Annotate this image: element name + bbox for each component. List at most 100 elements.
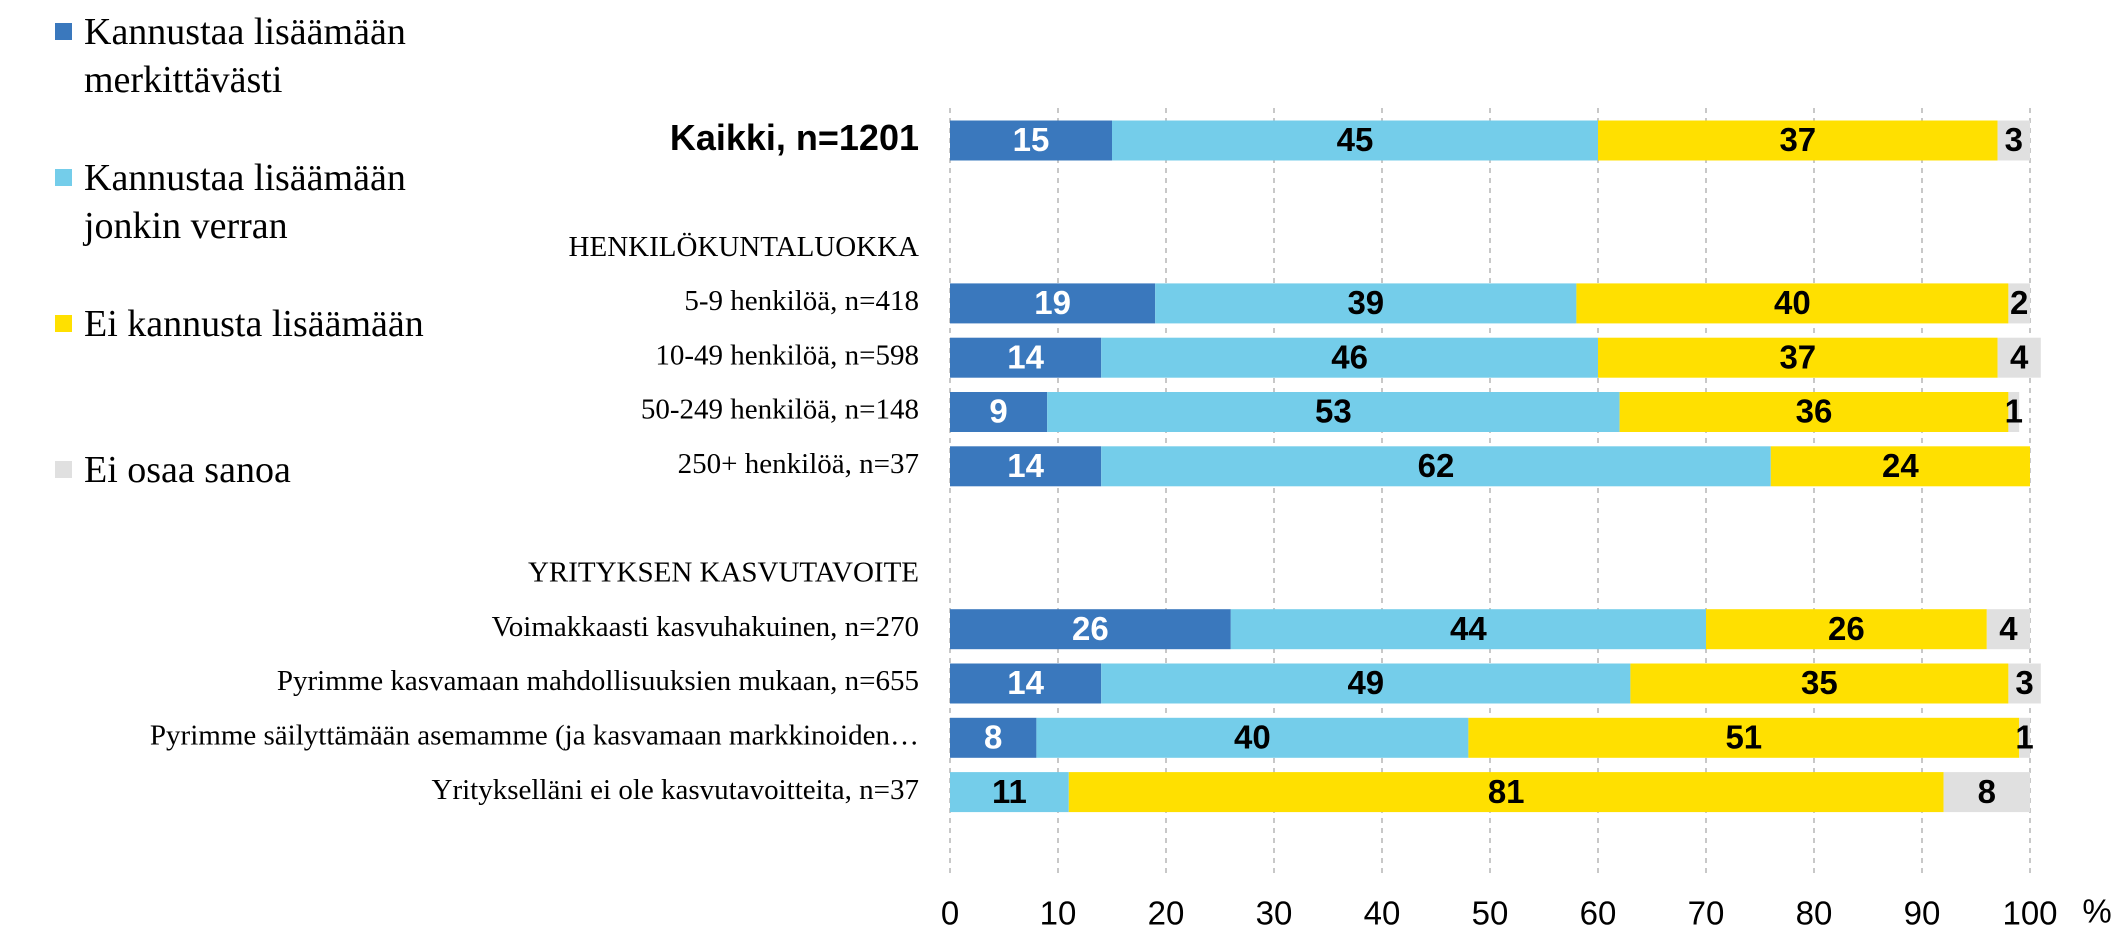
x-tick-label: 100 <box>2002 895 2057 932</box>
x-tick-label: 80 <box>1796 895 1833 932</box>
bar-segment <box>950 283 1156 324</box>
data-label: 36 <box>1796 393 1833 430</box>
data-label: 14 <box>1007 664 1044 701</box>
bar-segment <box>950 609 1231 650</box>
y-tick-label: Yritykselläni ei ole kasvutavoitteita, n… <box>432 774 920 806</box>
bar-segment <box>1706 609 1987 650</box>
y-tick-label: Voimakkaasti kasvuhakuinen, n=270 <box>492 611 919 643</box>
y-tick-label: YRITYKSEN KASVUTAVOITE <box>528 557 919 589</box>
bar-segment <box>1576 283 2009 324</box>
legend-swatch <box>55 23 72 40</box>
y-tick-label: Kaikki, n=1201 <box>670 117 919 158</box>
data-label: 37 <box>1779 338 1816 375</box>
legend-swatch <box>55 315 72 332</box>
data-label: 11 <box>992 773 1027 810</box>
y-tick-label: 50-249 henkilöä, n=148 <box>641 394 919 426</box>
bar-segment <box>950 392 1048 432</box>
x-tick-label: 20 <box>1148 895 1185 932</box>
data-label: 51 <box>1725 719 1762 756</box>
y-tick-label: Pyrimme kasvamaan mahdollisuuksien mukaa… <box>277 665 919 697</box>
bar-segment <box>1630 663 2009 704</box>
y-tick-label: HENKILÖKUNTALUOKKA <box>569 231 920 263</box>
x-tick-label: 0 <box>941 895 959 932</box>
data-label: 2 <box>2010 284 2028 321</box>
bar-segment <box>1619 392 2009 432</box>
bar-segment <box>2008 663 2041 704</box>
data-label: 40 <box>1234 719 1271 756</box>
bar-segment <box>1101 446 1771 487</box>
x-tick-label: 10 <box>1040 895 1077 932</box>
y-tick-label: Pyrimme säilyttämään asemamme (ja kasvam… <box>150 719 919 751</box>
data-label: 14 <box>1007 447 1044 484</box>
data-label: 1 <box>2015 719 2033 756</box>
bar-segment <box>1155 283 1577 324</box>
bar-segment <box>1598 337 1998 378</box>
bar-segment <box>950 446 1102 487</box>
bar-segment <box>2019 717 2030 758</box>
data-label: 8 <box>984 719 1002 756</box>
bar-segment <box>1036 717 1469 758</box>
bar-segment <box>1770 446 2030 487</box>
bar-segment <box>950 772 1069 813</box>
x-tick-label: 30 <box>1256 895 1293 932</box>
bar-segment <box>2008 283 2030 324</box>
x-tick-label: 70 <box>1688 895 1725 932</box>
bar-segment <box>1047 392 1620 432</box>
y-tick-label: 5-9 henkilöä, n=418 <box>684 285 919 317</box>
y-tick-label: 10-49 henkilöä, n=598 <box>655 339 919 371</box>
bar-segment <box>950 120 1112 161</box>
data-label: 81 <box>1488 773 1525 810</box>
data-label: 37 <box>1779 121 1816 158</box>
legend-label: Kannustaa lisäämään merkittävästi <box>84 11 406 101</box>
data-label: 3 <box>2005 121 2023 158</box>
data-label: 40 <box>1774 284 1811 321</box>
bar-segment <box>1068 772 1944 813</box>
data-label: 49 <box>1347 664 1384 701</box>
legend-swatch <box>55 169 72 186</box>
legend-swatch <box>55 461 72 478</box>
data-label: 15 <box>1013 121 1050 158</box>
bar-segment <box>1997 337 2041 378</box>
bar-segment <box>1943 772 2030 813</box>
data-label: 62 <box>1418 447 1455 484</box>
bar-segment <box>950 717 1037 758</box>
data-label: 46 <box>1331 338 1368 375</box>
data-label: 35 <box>1801 664 1838 701</box>
data-label: 44 <box>1450 610 1487 647</box>
data-label: 1 <box>2005 393 2023 430</box>
bar-segment <box>1101 337 1598 378</box>
bar-segment <box>1112 120 1598 161</box>
bar-segment <box>950 337 1102 378</box>
bar-segment <box>1101 663 1631 704</box>
legend-label: Kannustaa lisäämään jonkin verran <box>84 157 406 247</box>
data-label: 39 <box>1347 284 1384 321</box>
legend-label: Ei osaa sanoa <box>84 449 291 491</box>
data-label: 14 <box>1007 338 1044 375</box>
data-label: 8 <box>1978 773 1996 810</box>
data-label: 26 <box>1072 610 1109 647</box>
x-tick-label: 50 <box>1472 895 1509 932</box>
data-label: 4 <box>1999 610 2018 647</box>
bar-segment <box>1997 120 2030 161</box>
x-axis-label: % <box>2082 893 2111 930</box>
bar-segment <box>1230 609 1706 650</box>
data-label: 24 <box>1882 447 1919 484</box>
bar-segment <box>1986 609 2030 650</box>
bar-segment <box>950 663 1102 704</box>
x-tick-label: 90 <box>1904 895 1941 932</box>
data-label: 26 <box>1828 610 1865 647</box>
data-label: 3 <box>2015 664 2033 701</box>
data-label: 19 <box>1034 284 1071 321</box>
data-label: 45 <box>1337 121 1374 158</box>
data-label: 9 <box>989 393 1007 430</box>
bar-segment <box>1598 120 1998 161</box>
x-tick-label: 40 <box>1364 895 1401 932</box>
data-label: 4 <box>2010 338 2029 375</box>
legend-label: Ei kannusta lisäämään <box>84 303 424 345</box>
bar-segment <box>1468 717 2020 758</box>
x-tick-label: 60 <box>1580 895 1617 932</box>
bar-segment <box>2008 392 2020 432</box>
y-tick-label: 250+ henkilöä, n=37 <box>678 448 919 480</box>
